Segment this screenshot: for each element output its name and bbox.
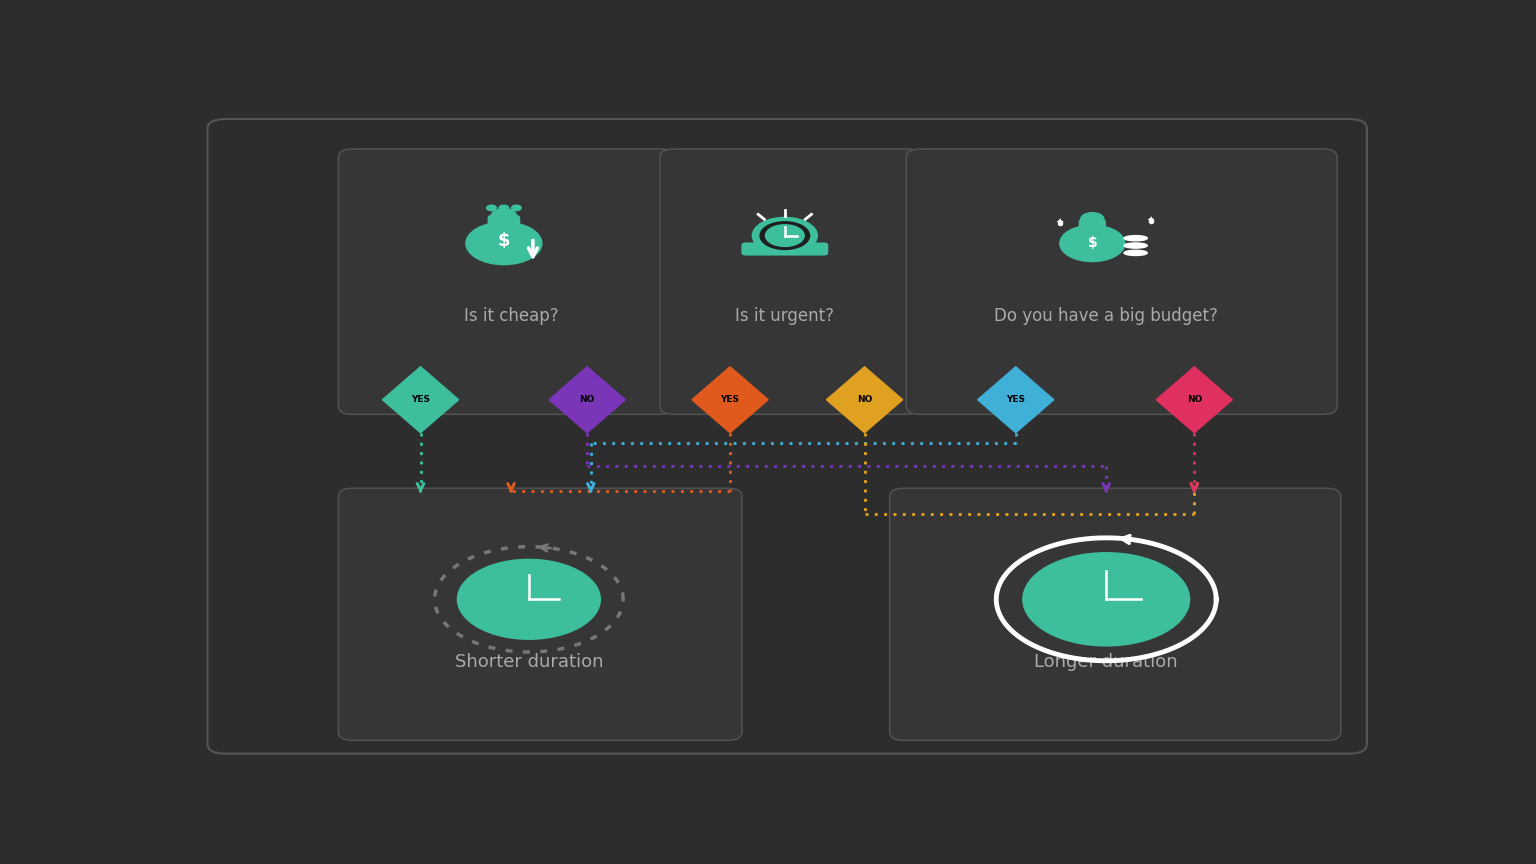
FancyBboxPatch shape <box>338 149 674 415</box>
Text: NO: NO <box>1187 395 1203 404</box>
Text: Is it cheap?: Is it cheap? <box>464 307 559 325</box>
Circle shape <box>1060 226 1124 262</box>
Polygon shape <box>826 366 903 433</box>
Text: YES: YES <box>720 395 739 404</box>
Text: Longer duration: Longer duration <box>1034 652 1178 670</box>
Polygon shape <box>977 366 1054 433</box>
FancyBboxPatch shape <box>889 488 1341 740</box>
Text: ✦: ✦ <box>1055 218 1064 227</box>
FancyBboxPatch shape <box>207 119 1367 753</box>
FancyBboxPatch shape <box>660 149 920 415</box>
Text: Is it urgent?: Is it urgent? <box>736 307 834 325</box>
FancyBboxPatch shape <box>906 149 1338 415</box>
Circle shape <box>465 222 542 264</box>
Ellipse shape <box>1124 243 1147 248</box>
Circle shape <box>1081 213 1104 226</box>
Circle shape <box>487 205 496 211</box>
FancyBboxPatch shape <box>487 214 521 228</box>
Circle shape <box>511 205 521 211</box>
FancyBboxPatch shape <box>742 243 828 256</box>
Polygon shape <box>1157 366 1232 433</box>
FancyBboxPatch shape <box>338 488 742 740</box>
Polygon shape <box>691 366 768 433</box>
Circle shape <box>492 209 516 223</box>
Text: $: $ <box>498 232 510 251</box>
Text: Shorter duration: Shorter duration <box>455 652 604 670</box>
Circle shape <box>499 205 508 211</box>
Text: YES: YES <box>412 395 430 404</box>
FancyBboxPatch shape <box>1078 219 1106 230</box>
Ellipse shape <box>1124 251 1147 256</box>
Polygon shape <box>550 366 625 433</box>
Circle shape <box>753 218 817 254</box>
Text: NO: NO <box>857 395 872 404</box>
Text: YES: YES <box>1006 395 1025 404</box>
Text: NO: NO <box>579 395 594 404</box>
Circle shape <box>458 559 601 639</box>
Circle shape <box>760 222 809 250</box>
Text: $: $ <box>1087 237 1097 251</box>
Polygon shape <box>382 366 459 433</box>
Text: ✦: ✦ <box>1147 216 1155 226</box>
Text: Do you have a big budget?: Do you have a big budget? <box>994 307 1218 325</box>
Circle shape <box>1023 553 1189 646</box>
Circle shape <box>765 225 805 246</box>
Ellipse shape <box>1124 236 1147 241</box>
